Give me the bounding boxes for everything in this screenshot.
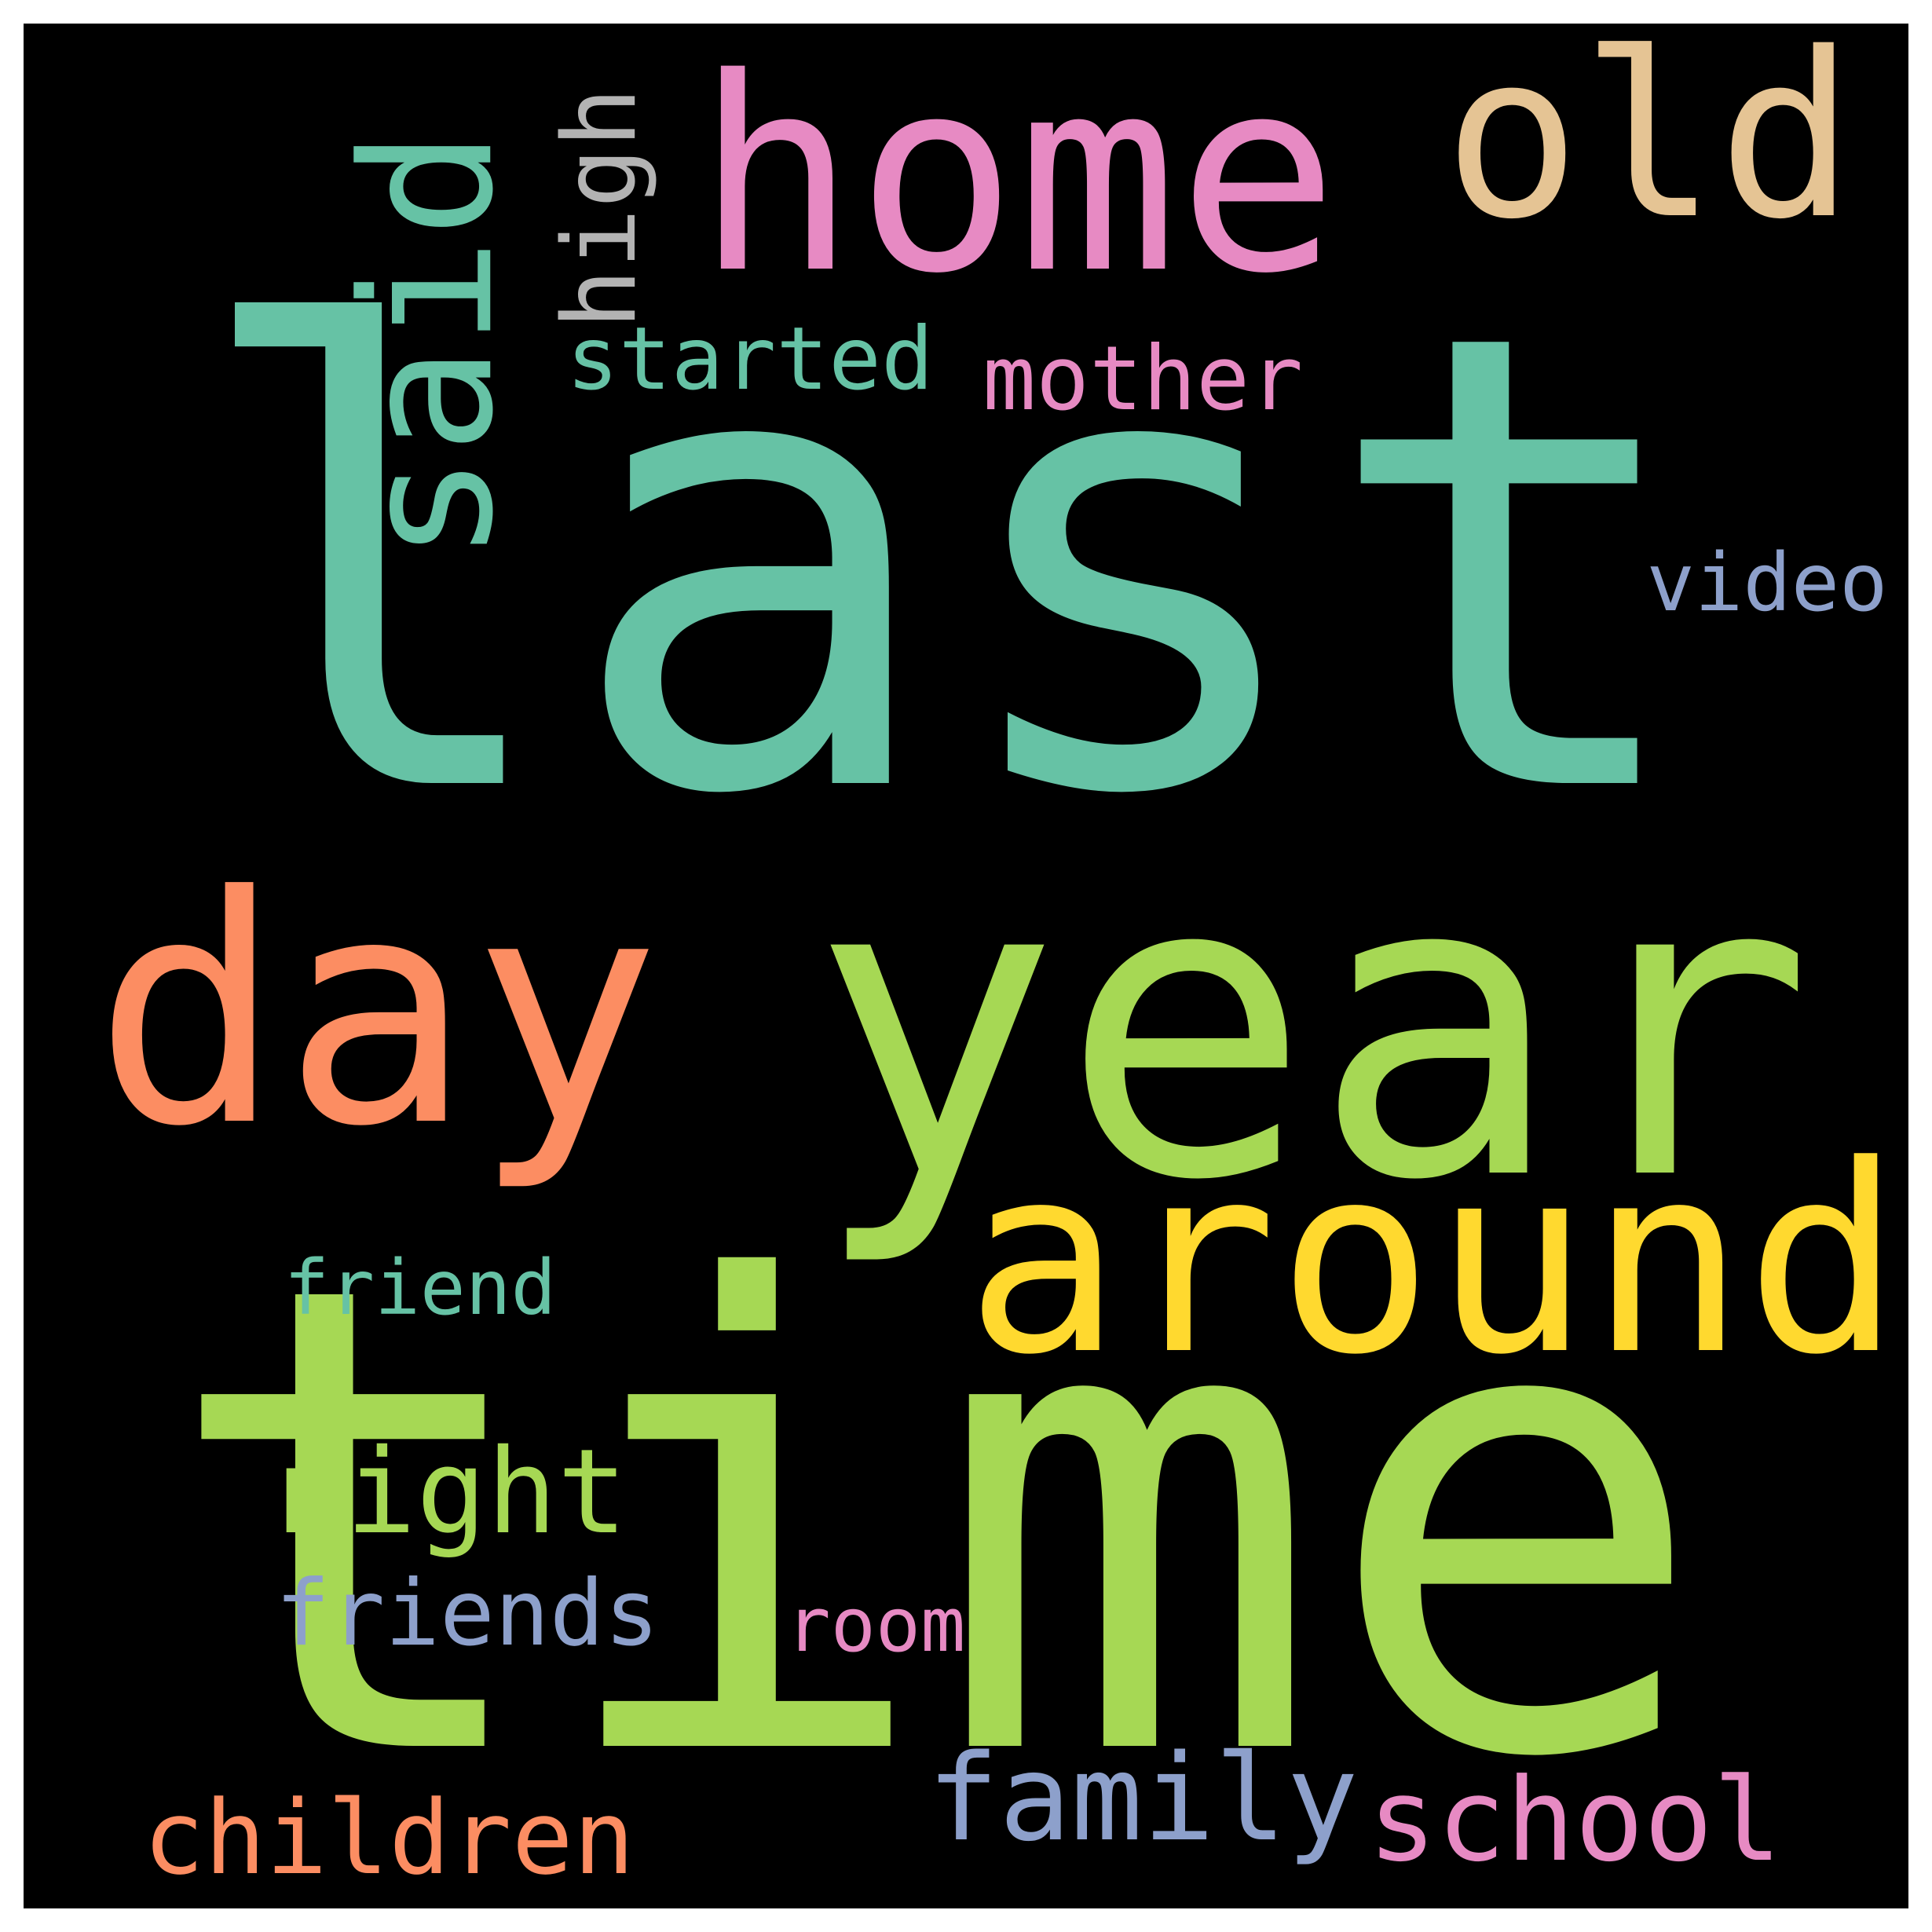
word-friends: friends (275, 1561, 660, 1667)
word-mother: mother (982, 327, 1304, 430)
word-said: said (323, 129, 533, 562)
word-family: family (927, 1729, 1359, 1868)
word-old: old (1444, 24, 1855, 269)
word-children: children (143, 1778, 635, 1897)
word-school: school (1367, 1753, 1782, 1887)
word-around: around (965, 1110, 1902, 1411)
word-started: started (566, 309, 934, 410)
word-time: time (160, 1149, 1710, 1898)
word-night: night (275, 1424, 628, 1561)
word-cloud-canvas: last time year day around home old said … (24, 24, 1908, 1908)
word-room: room (785, 1582, 966, 1669)
word-high: high (542, 86, 660, 330)
word-day: day (93, 830, 661, 1195)
word-year: year (809, 785, 1814, 1272)
word-friend: friend (284, 1244, 557, 1332)
word-video: video (1646, 536, 1888, 630)
word-last: last (185, 199, 1700, 931)
word-home: home (695, 24, 1339, 332)
